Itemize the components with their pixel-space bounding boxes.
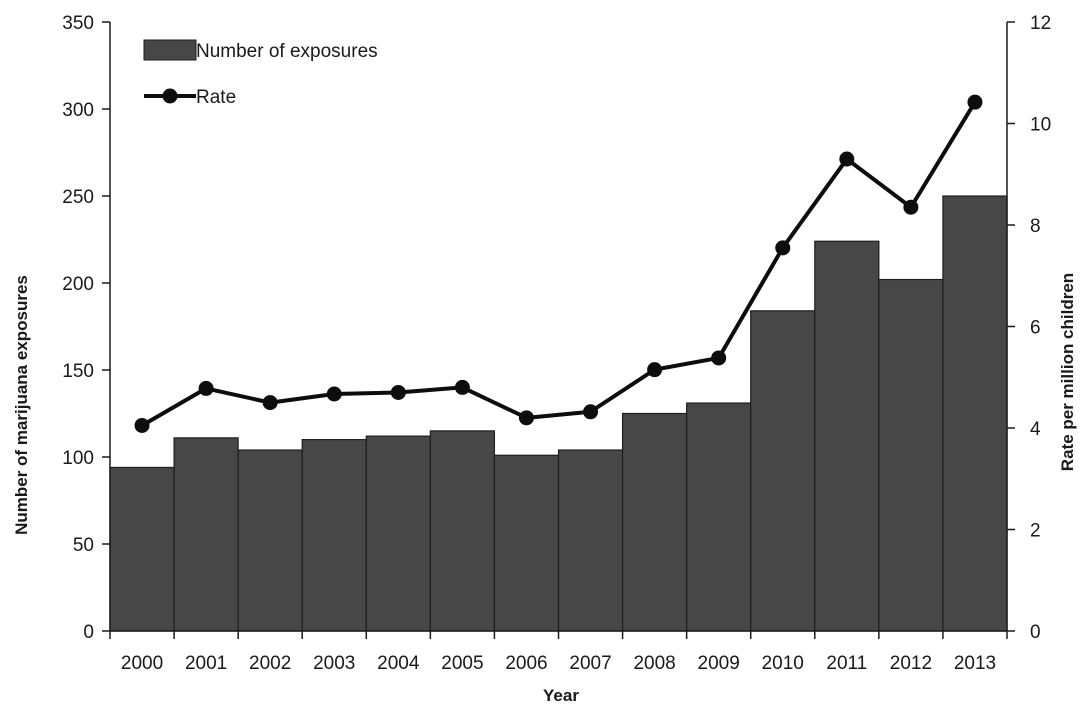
- left-tick-label: 350: [62, 13, 94, 34]
- rate-line-layer: [134, 94, 983, 433]
- right-tick-label: 10: [1030, 115, 1051, 136]
- x-tick-label-2013: 2013: [954, 653, 996, 674]
- x-tick-label-2001: 2001: [185, 653, 227, 674]
- x-tick-label-2003: 2003: [313, 653, 355, 674]
- x-tick-label-2002: 2002: [249, 653, 291, 674]
- bar-2008: [621, 412, 688, 632]
- bar-2009: [686, 402, 752, 632]
- bar-2010: [750, 310, 816, 632]
- right-tick-label: 6: [1030, 318, 1041, 339]
- right-tick-label: 8: [1030, 216, 1041, 237]
- legend-bar-swatch: [143, 39, 197, 61]
- rate-point-2009: [711, 350, 727, 366]
- left-tick-label: 50: [73, 535, 94, 556]
- rate-point-2013: [967, 94, 983, 110]
- x-tick-label-2005: 2005: [441, 653, 483, 674]
- rate-point-2000: [134, 417, 150, 433]
- bar-2002: [237, 449, 303, 632]
- x-tick-label-2009: 2009: [698, 653, 740, 674]
- legend-label-exposures: Number of exposures: [196, 41, 378, 62]
- left-tick-label: 250: [62, 187, 94, 208]
- rate-point-2011: [839, 151, 855, 167]
- rate-point-2012: [903, 199, 919, 215]
- bar-2011: [814, 240, 880, 632]
- x-tick-label-2011: 2011: [826, 653, 867, 674]
- rate-point-2007: [583, 404, 599, 420]
- rate-point-2002: [262, 395, 278, 411]
- x-axis-title: Year: [543, 686, 579, 705]
- x-tick-label-2008: 2008: [633, 653, 675, 674]
- bar-2007: [557, 449, 624, 632]
- legend-label-rate: Rate: [196, 87, 236, 108]
- bar-2003: [301, 439, 367, 632]
- bar-2001: [173, 437, 239, 632]
- right-tick-label: 0: [1030, 622, 1041, 643]
- rate-point-2001: [198, 380, 214, 396]
- bar-2004: [365, 435, 431, 632]
- bar-2000: [109, 466, 175, 632]
- rate-line: [141, 101, 977, 428]
- rate-point-2010: [775, 240, 791, 256]
- left-tick-label: 150: [62, 361, 94, 382]
- x-tick-label-2012: 2012: [890, 653, 932, 674]
- y-axis-title: Number of marijuana exposures: [12, 275, 31, 535]
- rate-point-2005: [454, 379, 470, 395]
- left-tick-label: 200: [62, 274, 94, 295]
- bar-2013: [942, 195, 1008, 632]
- bars-layer: [109, 195, 1008, 632]
- right-tick-label: 12: [1030, 13, 1051, 34]
- rate-point-2008: [647, 362, 663, 378]
- left-tick-label: 0: [83, 622, 94, 643]
- x-tick-label-2000: 2000: [121, 653, 163, 674]
- bar-2005: [429, 430, 496, 632]
- right-tick-label: 2: [1030, 521, 1041, 542]
- ticks-layer: 0 50 100 150 200 250 300 350 0 2 4 6 8 10 12 2000 2001 20…: [62, 13, 1051, 674]
- left-tick-label: 300: [62, 100, 94, 121]
- legend-marker-icon: [162, 88, 178, 104]
- x-tick-label-2010: 2010: [762, 653, 804, 674]
- y2-axis-title: Rate per million children: [1058, 273, 1077, 471]
- rate-point-2003: [326, 386, 342, 402]
- left-tick-label: 100: [62, 448, 94, 469]
- bar-2006: [493, 454, 560, 632]
- x-tick-label-2004: 2004: [377, 653, 420, 674]
- rate-point-2004: [390, 384, 406, 400]
- rate-point-2006: [518, 410, 534, 426]
- x-tick-label-2006: 2006: [505, 653, 547, 674]
- legend: Number of exposures Rate: [143, 39, 378, 108]
- bar-2012: [878, 278, 944, 632]
- x-tick-label-2007: 2007: [569, 653, 611, 674]
- right-tick-label: 4: [1030, 419, 1041, 440]
